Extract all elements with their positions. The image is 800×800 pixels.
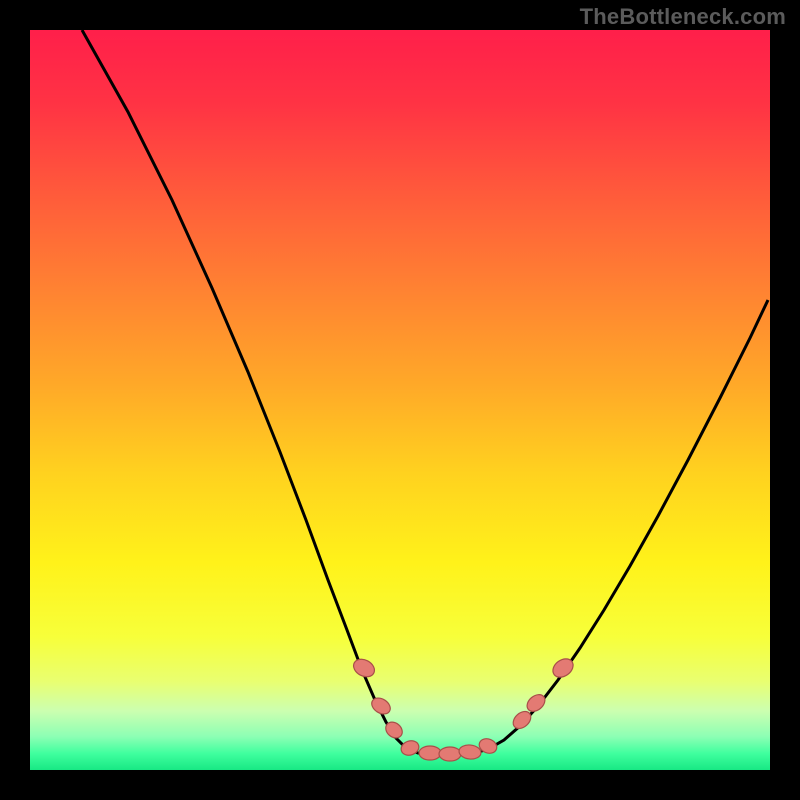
- curve-marker: [419, 746, 441, 760]
- curve-marker: [439, 747, 461, 761]
- watermark-text: TheBottleneck.com: [580, 4, 786, 30]
- chart-canvas: TheBottleneck.com: [0, 0, 800, 800]
- chart-svg: [0, 0, 800, 800]
